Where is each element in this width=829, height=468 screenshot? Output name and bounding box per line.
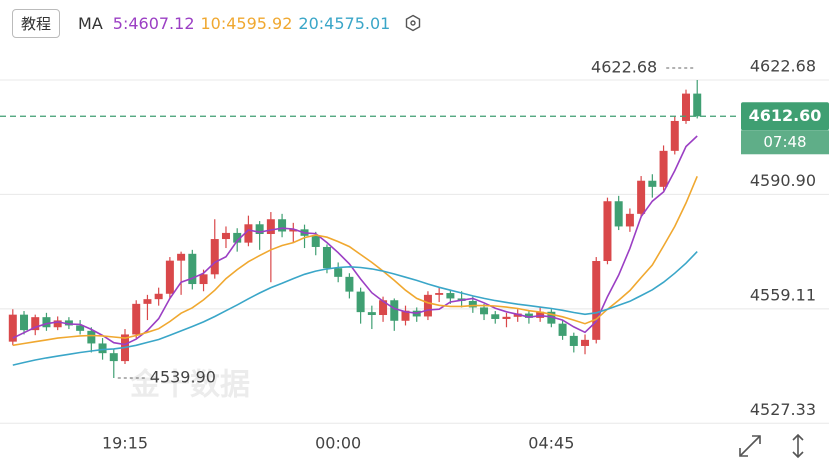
candle-body (356, 291, 365, 313)
candle-body (614, 201, 623, 227)
ma-line (12, 135, 698, 346)
candle-body (98, 343, 107, 354)
candle-body (177, 253, 186, 261)
candle-body (401, 310, 410, 321)
candle-body (244, 224, 253, 243)
ma-line (12, 251, 698, 366)
candle-body (491, 314, 500, 319)
candle-body (547, 311, 556, 324)
y-tick-label: 4622.68 (750, 56, 816, 75)
ma-label: MA (78, 13, 103, 33)
candle-body (480, 307, 489, 315)
candle-body (502, 316, 511, 319)
candle-body (188, 253, 197, 285)
candle-body (637, 180, 646, 214)
candle-body (334, 268, 343, 277)
candle-body (20, 314, 29, 331)
candle-body (367, 312, 376, 316)
candle-body (569, 335, 578, 346)
header: 教程 MA 5:4607.12 10:4595.92 20:4575.01 (12, 8, 422, 38)
ma-line (12, 175, 698, 347)
candle-body (87, 330, 96, 344)
legend-entry: 5:4607.12 (112, 13, 195, 33)
candle-body (513, 313, 522, 317)
candle-body (266, 219, 275, 235)
candle-body (581, 339, 590, 346)
candle-body (221, 232, 230, 240)
legend-entry: 10:4595.92 (200, 13, 293, 33)
legend: 5:4607.12 10:4595.92 20:4575.01 (113, 14, 397, 33)
candle-body (558, 323, 567, 336)
candle-body (64, 320, 73, 326)
candle-body (446, 293, 455, 299)
x-tick-label: 19:15 (102, 434, 148, 453)
candle-body (289, 229, 298, 232)
candle-body (143, 299, 152, 304)
candle-body (165, 260, 174, 294)
x-tick-label: 00:00 (315, 434, 361, 453)
candle-body (132, 303, 141, 335)
candle-body (468, 300, 477, 308)
last-price-label: 4612.60 (749, 106, 822, 125)
candle-body (76, 325, 85, 331)
vertical-scale-icon[interactable] (792, 433, 804, 459)
candle-body (233, 232, 242, 243)
candle-body (592, 261, 601, 340)
candle-body (311, 235, 320, 247)
min-label: 4539.90 (150, 368, 216, 387)
candle-body (8, 314, 17, 342)
candle-body (670, 120, 679, 151)
countdown-label: 07:48 (763, 133, 806, 151)
y-tick-label: 4527.33 (750, 400, 816, 419)
candle-body (659, 150, 668, 187)
candle-body (109, 353, 118, 362)
candle-body (625, 213, 634, 227)
candle-body (154, 293, 163, 300)
tutorial-button[interactable]: 教程 (12, 8, 61, 38)
candle-body (199, 274, 208, 285)
max-label: 4622.68 (591, 57, 657, 76)
y-tick-label: 4559.11 (750, 285, 816, 304)
candle-body (53, 320, 62, 328)
candle-body (345, 276, 354, 292)
candle-body (322, 246, 331, 269)
candle-body (423, 294, 432, 317)
candle-body (435, 293, 444, 295)
expand-icon[interactable] (739, 435, 761, 457)
candle-body (210, 239, 219, 275)
candle-body (379, 300, 388, 316)
candle-body (648, 180, 657, 187)
y-tick-label: 4590.90 (750, 171, 816, 190)
candle-body (524, 313, 533, 318)
watermark: 金十数据 (129, 368, 250, 403)
x-tick-label: 04:45 (528, 434, 574, 453)
candle-body (682, 93, 690, 121)
candle-body (603, 201, 612, 262)
candle-body (536, 311, 545, 318)
countdown-tag (741, 130, 829, 155)
candle-body (693, 93, 702, 117)
candle-body (31, 317, 40, 331)
candle-body (278, 219, 287, 232)
candle-body (42, 317, 51, 328)
legend-entry: 20:4575.01 (298, 13, 391, 33)
candle-body (255, 224, 264, 235)
candle-body (390, 300, 399, 321)
settings-icon[interactable] (404, 14, 422, 32)
last-price-tag (741, 102, 829, 131)
